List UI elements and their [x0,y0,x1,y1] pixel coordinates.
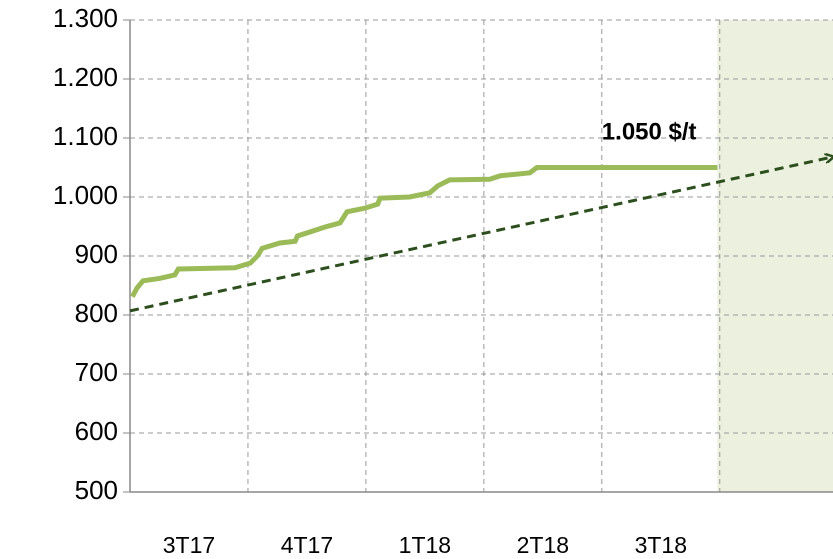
y-tick-label: 1.200 [53,62,118,92]
y-tick-label: 900 [75,239,118,269]
y-tick-label: 1.300 [53,3,118,33]
x-tick-label: 3T17 [163,532,215,558]
y-tick-label: 600 [75,416,118,446]
y-tick-label: 500 [75,475,118,505]
y-tick-label: 1.100 [53,121,118,151]
y-tick-label: 1.000 [53,180,118,210]
x-tick-label: 2T18 [517,532,569,558]
x-tick-label: 1T18 [399,532,451,558]
annotation: 1.050 $/t [602,119,697,146]
x-tick-label: 4T17 [281,532,333,558]
x-tick-label: 3T18 [635,532,687,558]
y-tick-label: 700 [75,357,118,387]
price-line [130,165,718,298]
y-tick-label: 800 [75,298,118,328]
